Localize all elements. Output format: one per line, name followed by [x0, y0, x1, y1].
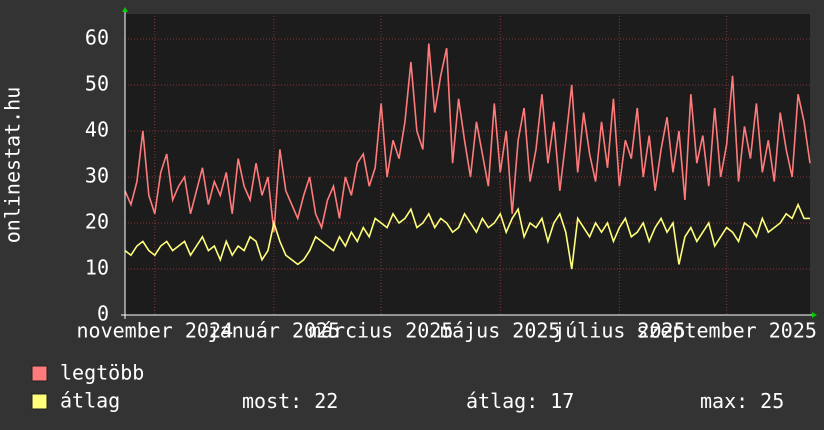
x-axis-arrow — [812, 312, 817, 318]
legend-stat: átlag: 17 — [466, 389, 574, 413]
x-tick-label: november 2024 — [77, 319, 234, 343]
legend-stat-value: 17 — [550, 389, 574, 413]
x-tick-label: július 2025 — [553, 319, 685, 343]
y-tick-label: 40 — [85, 118, 109, 142]
x-tick-label: január 2025 — [208, 319, 340, 343]
series-line — [124, 202, 810, 270]
legend-swatch — [31, 393, 48, 410]
x-tick-label: szeptember 2025 — [636, 319, 817, 343]
y-tick-label: 20 — [85, 210, 109, 234]
y-tick-label: 60 — [85, 26, 109, 50]
legend-label: legtöbb — [60, 361, 144, 385]
legend-stat-value: 22 — [314, 389, 338, 413]
legend-stat: max: 25 — [700, 389, 784, 413]
y-tick-label: 10 — [85, 256, 109, 280]
legend-stat: most: 22 — [242, 389, 338, 413]
y-tick-label: 0 — [97, 302, 109, 326]
y-tick-label: 30 — [85, 164, 109, 188]
y-axis-label: onlinestat.hu — [1, 87, 25, 244]
legend-stat-value: 25 — [760, 389, 784, 413]
y-axis-arrow — [122, 7, 128, 12]
y-tick-label: 50 — [85, 72, 109, 96]
legend-label: átlag — [60, 389, 120, 413]
x-tick-label: május 2025 — [440, 319, 560, 343]
x-tick-label: március 2025 — [309, 319, 454, 343]
series-line — [124, 43, 811, 233]
legend-stat-label: átlag: — [466, 389, 538, 413]
plot-area — [125, 14, 810, 315]
legend-stat-label: most: — [242, 389, 302, 413]
legend-swatch — [31, 365, 48, 382]
legend-stat-label: max: — [700, 389, 748, 413]
